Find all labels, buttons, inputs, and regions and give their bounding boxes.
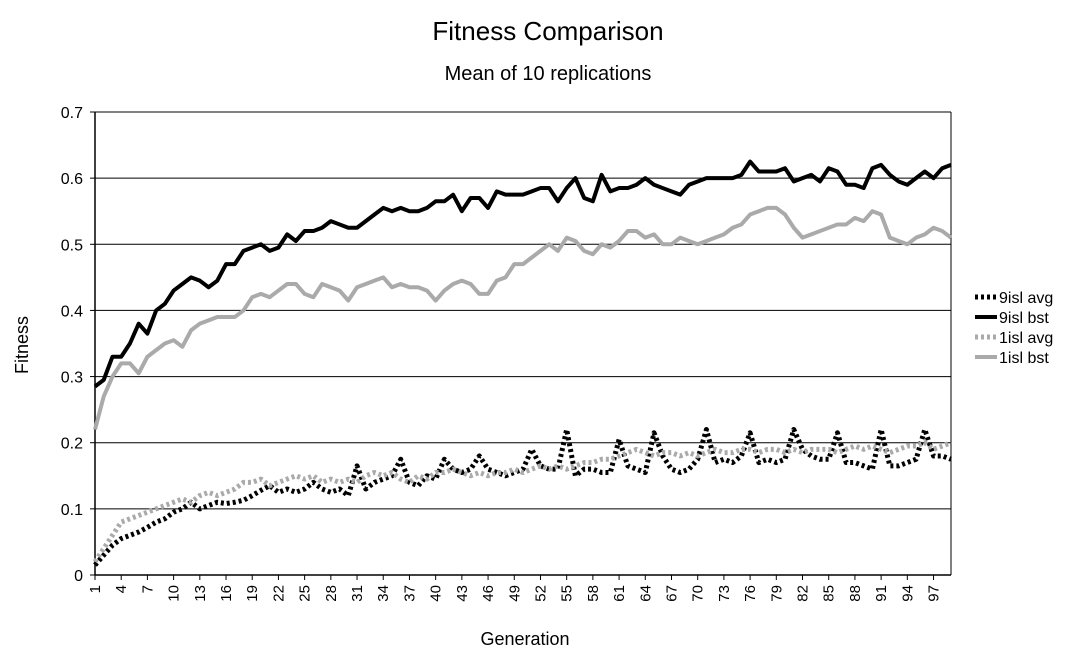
x-tick-label: 25 [297, 585, 314, 602]
y-tick-label: 0.5 [61, 237, 83, 254]
x-tick-label: 76 [742, 585, 759, 602]
legend: 9isl avg 9isl bst 1isl avg 1isl bst [975, 290, 1053, 367]
x-tick-label: 55 [559, 585, 576, 602]
x-tick-label: 79 [768, 585, 785, 602]
legend-label: 9isl bst [999, 310, 1049, 327]
series-line-9isl-avg [93, 426, 952, 567]
x-tick-label: 85 [821, 585, 838, 602]
x-tick-label: 34 [375, 585, 392, 602]
x-tick-label: 70 [690, 585, 707, 602]
legend-label: 1isl avg [999, 330, 1053, 347]
x-tick-label: 37 [401, 585, 418, 602]
x-tick-label: 46 [480, 585, 497, 602]
y-tick-label: 0.2 [61, 436, 83, 453]
x-tick-label: 19 [244, 585, 261, 602]
x-tick-label: 97 [926, 585, 943, 602]
y-tick-label: 0.7 [61, 105, 83, 122]
gridlines [95, 111, 951, 510]
series-lines [92, 159, 953, 567]
x-tick-label: 7 [139, 585, 156, 593]
y-tick-label: 0 [74, 568, 83, 585]
x-tick-label: 67 [663, 585, 680, 602]
x-tick-label: 40 [428, 585, 445, 602]
x-tick-label: 1 [87, 585, 104, 593]
chart-subtitle: Mean of 10 replications [445, 63, 652, 85]
x-tick-label: 58 [585, 585, 602, 602]
series-line-1isl-bst [93, 205, 953, 431]
x-tick-label: 10 [166, 585, 183, 602]
legend-label: 9isl avg [999, 290, 1053, 307]
x-axis-label: Generation [480, 629, 569, 649]
axes [90, 111, 952, 580]
y-tick-labels: 0 0.1 0.2 0.3 0.4 0.5 0.6 0.7 [61, 105, 83, 585]
x-tick-label: 49 [506, 585, 523, 602]
x-tick-label: 16 [218, 585, 235, 602]
x-tick-label: 31 [349, 585, 366, 602]
y-axis-label: Fitness [12, 316, 32, 374]
x-tick-label: 13 [192, 585, 209, 602]
x-tick-label: 88 [847, 585, 864, 602]
x-tick-label: 82 [795, 585, 812, 602]
y-tick-label: 0.3 [61, 370, 83, 387]
series-line-9isl-bst [93, 159, 952, 389]
chart-title: Fitness Comparison [432, 16, 663, 46]
x-tick-label: 22 [270, 585, 287, 602]
y-tick-label: 0.6 [61, 171, 83, 188]
x-tick-labels: 1 4 7 10 13 16 19 22 25 28 31 34 37 40 43 46 49 52 55 58 61 6… [87, 585, 943, 602]
series-line-1isl-avg [92, 440, 952, 564]
x-tick-label: 52 [532, 585, 549, 602]
x-tick-label: 73 [716, 585, 733, 602]
legend-label: 1isl bst [999, 350, 1049, 367]
x-tick-label: 91 [873, 585, 890, 602]
x-tick-label: 43 [454, 585, 471, 602]
x-tick-label: 61 [611, 585, 628, 602]
x-tick-label: 28 [323, 585, 340, 602]
x-tick-label: 64 [637, 585, 654, 602]
x-tick-label: 94 [899, 585, 916, 602]
y-tick-label: 0.1 [61, 502, 83, 519]
x-tick-label: 4 [113, 585, 130, 593]
y-tick-label: 0.4 [61, 303, 83, 320]
